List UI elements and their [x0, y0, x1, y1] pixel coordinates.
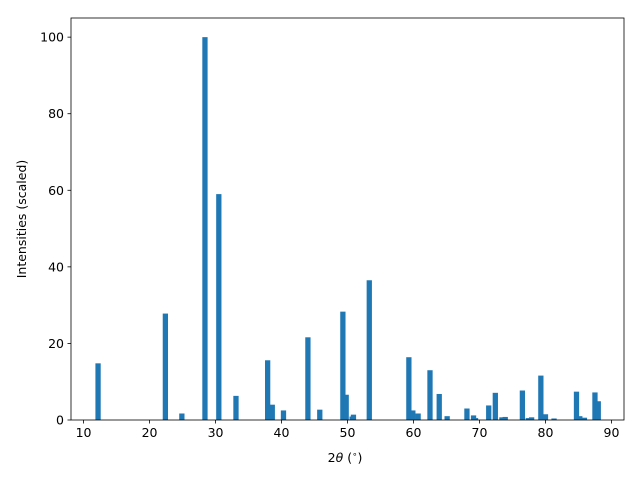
x-tick-label: 20 [142, 425, 158, 440]
bar [538, 375, 544, 420]
bar [595, 401, 601, 420]
x-tick-label: 70 [472, 425, 488, 440]
bar [233, 395, 239, 420]
bar [162, 313, 169, 420]
bar [444, 416, 450, 420]
y-tick-label: 80 [48, 106, 64, 121]
bar [317, 409, 323, 420]
y-axis-label: Intensities (scaled) [14, 160, 29, 279]
x-tick-label: 10 [76, 425, 92, 440]
bar [202, 37, 208, 420]
bar [340, 311, 346, 420]
bar [502, 416, 508, 420]
bar [551, 418, 557, 420]
bar [577, 416, 583, 420]
bar [470, 415, 477, 420]
bar [95, 363, 101, 420]
bar [464, 408, 470, 420]
bar [499, 417, 505, 420]
bar [573, 391, 580, 420]
x-tick-label: 80 [538, 425, 554, 440]
bar [528, 417, 535, 420]
bar [427, 370, 433, 420]
bar [350, 414, 357, 420]
plot-frame [70, 17, 625, 421]
bar [542, 414, 549, 420]
bar [519, 390, 526, 420]
y-tick-label: 0 [56, 413, 64, 428]
bar [265, 360, 271, 420]
bar [472, 418, 479, 420]
y-tick-label: 40 [48, 259, 64, 274]
x-axis-label: 2θ (∘) [328, 450, 363, 465]
x-tick-label: 30 [208, 425, 224, 440]
bar [415, 413, 421, 420]
bar [581, 417, 588, 420]
axes-group: 10 20 30 40 50 60 70 80 90 0 20 40 60 80 100 [40, 17, 625, 440]
x-tick-label: 50 [340, 425, 356, 440]
bar [486, 405, 492, 420]
bar [410, 410, 416, 420]
bar [179, 413, 185, 420]
bars-group [95, 37, 601, 420]
bar [280, 410, 287, 420]
bar [592, 392, 598, 420]
x-tick-label: 90 [604, 425, 620, 440]
bar [366, 280, 372, 420]
bar [216, 194, 222, 420]
y-tick-label: 20 [48, 336, 64, 351]
bar [305, 337, 311, 420]
bar [269, 404, 275, 420]
y-tick-label: 100 [40, 30, 64, 45]
bar [492, 392, 498, 420]
bar [525, 418, 531, 420]
x-tick-label: 60 [406, 425, 422, 440]
y-tick-label: 60 [48, 183, 64, 198]
bar [406, 357, 412, 420]
x-tick-label: 40 [274, 425, 290, 440]
bar [436, 393, 442, 420]
bar [343, 394, 349, 420]
